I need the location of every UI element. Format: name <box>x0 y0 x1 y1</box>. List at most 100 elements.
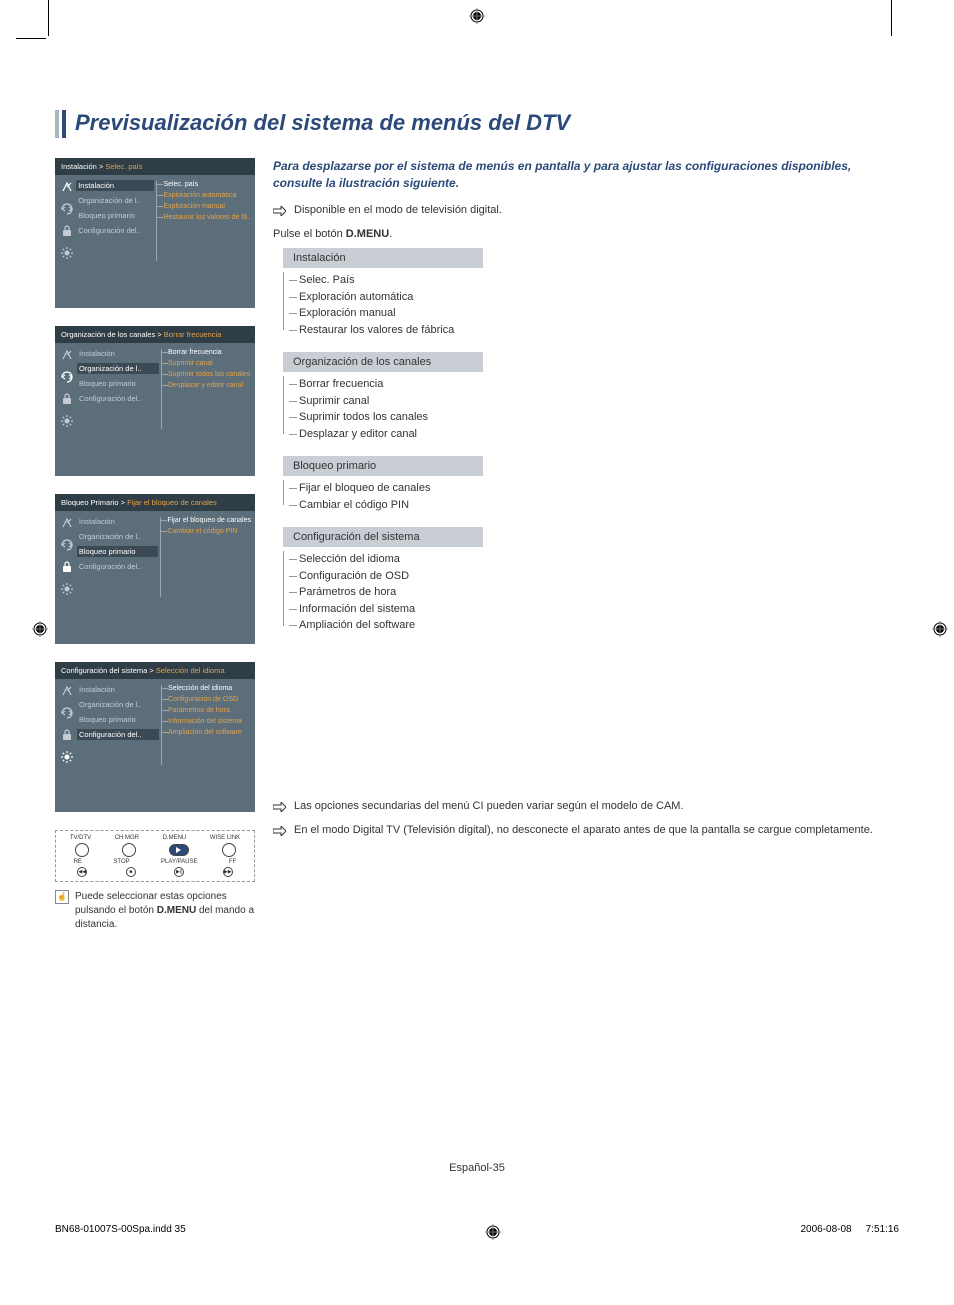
page-number: Español-35 <box>55 1162 899 1174</box>
remote-label: PLAY/PAUSE <box>161 859 197 865</box>
osd-breadcrumb: Configuración del sistema > Selección de… <box>55 662 255 679</box>
osd-items: InstalaciónOrganización de l..Bloqueo pr… <box>79 349 157 429</box>
page-title: Previsualización del sistema de menús de… <box>75 110 570 138</box>
tree-item: Selección del idioma <box>289 551 899 568</box>
footnote: Las opciones secundarias del menú CI pue… <box>273 798 899 815</box>
osd-subitem: Suprimir canal <box>168 360 251 367</box>
osd-submenu: Selección del idiomaConfiguración de OSD… <box>161 685 251 765</box>
menu-icon <box>61 685 73 699</box>
arrow-icon <box>273 801 286 811</box>
osd-subitem: Selección del idioma <box>168 685 251 692</box>
osd-subitem: Ampliación del software <box>168 729 251 736</box>
menu-icon <box>61 707 73 721</box>
osd-subitem: Selec. país <box>163 181 251 188</box>
osd-subitem: Exploración automática <box>163 192 251 199</box>
tree-item: Ampliación del software <box>289 617 899 634</box>
remote-label: D.MENU <box>163 835 187 841</box>
menu-icon <box>61 371 73 385</box>
osd-item: Configuración del.. <box>77 729 159 740</box>
menu-icon <box>61 517 73 531</box>
osd-breadcrumb: Organización de los canales > Borrar fre… <box>55 326 255 343</box>
osd-subitem: Borrar frecuencia <box>168 349 251 356</box>
remote-note: ☝ Puede seleccionar estas opciones pulsa… <box>55 890 255 932</box>
tree-list: Selec. PaísExploración automáticaExplora… <box>283 272 899 338</box>
osd-item: Bloqueo primario <box>78 211 152 220</box>
osd-item: Bloqueo primario <box>79 379 157 388</box>
osd-subitem: Exploración manual <box>163 203 251 210</box>
left-column: Instalación > Selec. paísInstalaciónOrga… <box>55 158 255 932</box>
remote-label: RE <box>74 859 82 865</box>
footnote-text: En el modo Digital TV (Televisión digita… <box>294 822 873 839</box>
osd-subitem: Fijar el bloqueo de canales <box>167 517 251 524</box>
arrow-icon <box>273 205 286 215</box>
osd-subitem: Restaurar los valores de fá.. <box>163 214 251 221</box>
osd-panel: Instalación > Selec. paísInstalaciónOrga… <box>55 158 255 308</box>
osd-submenu: Selec. país Exploración automática Explora… <box>156 181 251 261</box>
remote-label: STOP <box>113 859 129 865</box>
menu-icon <box>61 583 73 597</box>
osd-panel: Organización de los canales > Borrar fre… <box>55 326 255 476</box>
osd-item: Instalación <box>76 180 154 191</box>
tree-item: Suprimir todos los canales <box>289 409 899 426</box>
tree-item: Cambiar el código PIN <box>289 497 899 514</box>
intro-text: Para desplazarse por el sistema de menús… <box>273 158 899 192</box>
remote-small-button-icon: ▶|| <box>174 867 184 877</box>
tree-item: Borrar frecuencia <box>289 376 899 393</box>
tree-list: Borrar frecuenciaSuprimir canalSuprimir … <box>283 376 899 442</box>
osd-items: Instalación Organización de l.. Bloqueo pr… <box>78 181 152 261</box>
remote-small-button-icon: ◀◀ <box>77 867 87 877</box>
osd-item: Configuración del.. <box>79 394 157 403</box>
menu-icon <box>61 561 73 575</box>
footer-time: 7:51:16 <box>866 1224 899 1240</box>
page-title-bar: Previsualización del sistema de menús de… <box>55 110 899 138</box>
menu-icon <box>61 247 73 261</box>
tree-header: Bloqueo primario <box>283 456 483 476</box>
menu-tree-section: InstalaciónSelec. PaísExploración automá… <box>273 248 899 338</box>
tree-list: Selección del idiomaConfiguración de OSD… <box>283 551 899 634</box>
press-instruction: Pulse el botón D.MENU. <box>273 228 899 240</box>
remote-small-button-icon: ■ <box>126 867 136 877</box>
tree-item: Exploración manual <box>289 305 899 322</box>
osd-submenu: Borrar frecuenciaSuprimir canalSuprimir … <box>161 349 251 429</box>
tree-item: Suprimir canal <box>289 393 899 410</box>
osd-item: Bloqueo primario <box>77 546 158 557</box>
osd-panel: Bloqueo Primario > Fijar el bloqueo de c… <box>55 494 255 644</box>
osd-breadcrumb: Bloqueo Primario > Fijar el bloqueo de c… <box>55 494 255 511</box>
menu-tree-section: Organización de los canalesBorrar frecue… <box>273 352 899 442</box>
hand-icon: ☝ <box>55 890 69 904</box>
osd-item: Configuración del.. <box>78 226 152 235</box>
menu-icon <box>61 415 73 429</box>
menu-tree-section: Bloqueo primarioFijar el bloqueo de cana… <box>273 456 899 513</box>
menu-tree-section: Configuración del sistemaSelección del i… <box>273 527 899 634</box>
tree-item: Configuración de OSD <box>289 568 899 585</box>
tree-item: Exploración automática <box>289 289 899 306</box>
menu-icon <box>61 203 73 217</box>
osd-icon-column <box>59 685 75 765</box>
remote-small-button-icon: ▶▶ <box>223 867 233 877</box>
remote-label: FF <box>229 859 236 865</box>
osd-items: InstalaciónOrganización de l..Bloqueo pr… <box>79 517 156 597</box>
title-accent <box>55 110 69 138</box>
osd-subitem: Desplazar y editor canal <box>168 382 251 389</box>
osd-subitem: Información del sistema <box>168 718 251 725</box>
osd-items: InstalaciónOrganización de l..Bloqueo pr… <box>79 685 157 765</box>
remote-play-icon <box>169 844 189 856</box>
osd-item: Bloqueo primario <box>79 715 157 724</box>
registration-mark-icon <box>485 1224 501 1240</box>
osd-item: Organización de l.. <box>79 532 156 541</box>
menu-icon <box>61 729 73 743</box>
osd-item: Organización de l.. <box>78 196 152 205</box>
osd-submenu: Fijar el bloqueo de canalesCambiar el có… <box>160 517 251 597</box>
osd-item: Organización de l.. <box>77 363 159 374</box>
tree-item: Información del sistema <box>289 601 899 618</box>
menu-icon <box>61 393 73 407</box>
tree-item: Restaurar los valores de fábrica <box>289 322 899 339</box>
remote-note-text: Puede seleccionar estas opciones pulsand… <box>75 890 255 932</box>
remote-diagram: TV/DTVCH MGRD.MENUWISE LINK RESTOPPLAY/P… <box>55 830 255 882</box>
footnote-text: Las opciones secundarias del menú CI pue… <box>294 798 684 815</box>
footer-meta: BN68-01007S-00Spa.indd 35 2006-08-08 7:5… <box>0 1224 954 1270</box>
osd-item: Organización de l.. <box>79 700 157 709</box>
osd-icon-column <box>59 181 74 261</box>
menu-icon <box>61 225 73 239</box>
footer-filename: BN68-01007S-00Spa.indd 35 <box>55 1224 186 1240</box>
